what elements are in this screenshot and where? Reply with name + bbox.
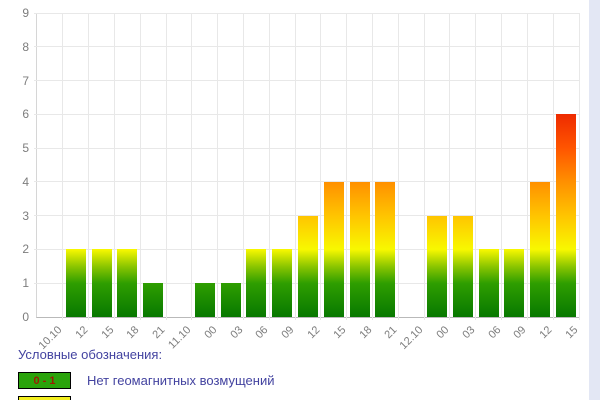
- gridline-horizontal: [34, 147, 579, 149]
- gridline-horizontal: [34, 12, 579, 14]
- gridline-horizontal: [34, 80, 579, 82]
- k-index-bar: [452, 215, 473, 317]
- k-index-chart-area: 0 1 2 3 4 5 6 7 8 9 10.10 12 15 18 21 11.10 00 03 06 09 12 15…: [22, 6, 580, 352]
- gridline-horizontal: [34, 215, 579, 217]
- gridline-vertical: [552, 13, 554, 320]
- gridline-vertical: [242, 13, 244, 320]
- gridline-vertical: [578, 13, 580, 320]
- gridline-vertical: [320, 13, 322, 320]
- legend-item-quiet: 0 - 1 Нет геомагнитных возмущений: [18, 371, 289, 390]
- gridline-vertical: [449, 13, 451, 320]
- gridline-horizontal: [34, 113, 579, 115]
- gridline-vertical: [526, 13, 528, 320]
- k-index-bar: [427, 215, 448, 317]
- legend-color-box-yellow: 2 - 3: [18, 396, 71, 400]
- legend-color-box-green: 0 - 1: [18, 372, 71, 389]
- k-index-bar-fill: [478, 249, 499, 317]
- k-index-bar-fill: [349, 181, 370, 317]
- k-index-bar-fill: [427, 215, 448, 317]
- legend-item-label: Возмущенное геомагнитное поле: [87, 397, 289, 400]
- k-index-bar-fill: [143, 283, 164, 317]
- y-tick-label: 5: [22, 141, 29, 156]
- gridline-vertical: [88, 13, 90, 320]
- k-index-bar-fill: [452, 215, 473, 317]
- gridline-vertical: [217, 13, 219, 320]
- page-edge-strip: [589, 0, 600, 400]
- gridline-horizontal: [34, 46, 579, 48]
- k-index-bar: [298, 215, 318, 317]
- legend-item-label: Нет геомагнитных возмущений: [87, 373, 275, 388]
- k-index-bar-fill: [323, 181, 344, 317]
- k-index-bar-fill: [65, 249, 86, 317]
- k-index-bar: [143, 283, 164, 317]
- k-index-bar-fill: [375, 181, 396, 317]
- k-index-bar-fill: [117, 249, 138, 317]
- k-index-bar: [478, 249, 499, 317]
- gridline-vertical: [475, 13, 477, 320]
- k-index-bar: [246, 249, 267, 317]
- k-index-bar: [272, 249, 293, 317]
- gridline-vertical: [165, 13, 167, 320]
- y-tick-label: 6: [22, 107, 29, 122]
- gridline-vertical: [113, 13, 115, 320]
- k-index-bar-fill: [246, 249, 267, 317]
- k-index-bar: [504, 249, 525, 317]
- gridline-vertical: [397, 13, 399, 320]
- k-index-bar: [323, 181, 344, 317]
- legend-title: Условные обозначения:: [18, 347, 163, 362]
- k-index-bar-fill: [298, 215, 318, 317]
- y-tick-label: 4: [22, 174, 29, 189]
- legend: Условные обозначения: 0 - 1 Нет геомагни…: [18, 347, 289, 400]
- k-index-bar: [117, 249, 138, 317]
- y-tick-label: 3: [22, 208, 29, 223]
- y-tick-label: 7: [22, 73, 29, 88]
- gridline-vertical: [62, 13, 64, 320]
- k-index-bar-fill: [504, 249, 525, 317]
- gridline-vertical: [501, 13, 503, 320]
- gridline-vertical: [139, 13, 141, 320]
- k-index-bar-fill: [91, 249, 112, 317]
- y-tick-label: 8: [22, 39, 29, 54]
- y-tick-label: 2: [22, 242, 29, 257]
- y-tick-label: 9: [22, 6, 29, 20]
- k-index-bar: [194, 283, 215, 317]
- k-index-bar-fill: [220, 283, 241, 317]
- k-index-bar-fill: [530, 181, 551, 317]
- gridline-horizontal: [34, 181, 579, 183]
- gridline-vertical: [423, 13, 425, 320]
- k-index-bar: [65, 249, 86, 317]
- legend-item-disturbed: 2 - 3 Возмущенное геомагнитное поле: [18, 395, 289, 400]
- k-index-bar: [556, 114, 577, 317]
- gridline-vertical: [191, 13, 193, 320]
- k-index-bar: [91, 249, 112, 317]
- gridline-vertical: [268, 13, 270, 320]
- k-index-bar: [349, 181, 370, 317]
- gridline-vertical: [346, 13, 348, 320]
- k-index-bar: [220, 283, 241, 317]
- gridline-vertical: [294, 13, 296, 320]
- gridline-vertical: [372, 13, 374, 320]
- k-index-bar-fill: [272, 249, 293, 317]
- k-index-bar: [375, 181, 396, 317]
- y-tick-label: 1: [22, 276, 29, 291]
- k-index-bar-fill: [194, 283, 215, 317]
- k-index-bar-fill: [556, 114, 577, 317]
- k-index-bar: [530, 181, 551, 317]
- y-tick-label: 0: [22, 310, 29, 324]
